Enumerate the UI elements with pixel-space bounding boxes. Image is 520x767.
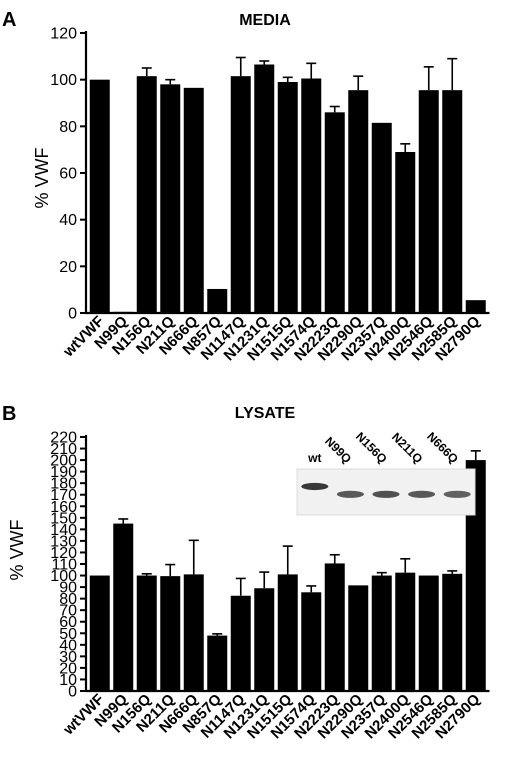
bar-n2400q (395, 572, 416, 691)
bar-n2400q (395, 152, 416, 313)
panel-b-title: LYSATE (235, 405, 296, 422)
y-tick-label: 100 (50, 72, 77, 89)
inset-lane-label: N156Q (353, 429, 390, 466)
y-tick-label: 30 (59, 649, 77, 666)
panel-a-y-axis-label: % VWF (32, 147, 52, 208)
y-tick-label: 120 (50, 26, 77, 43)
bar-n2790q (465, 460, 486, 691)
y-tick-label: 40 (59, 212, 77, 229)
panel-b: B LYSATE % VWF 0102030405060708090100110… (2, 403, 490, 742)
bar-n666q (183, 87, 204, 313)
bar-n2546q (418, 90, 439, 314)
bar-n2585q (442, 573, 463, 691)
inset-lane-label: N211Q (389, 430, 425, 466)
blot-band (301, 482, 329, 491)
y-tick-label: 0 (68, 684, 77, 701)
y-tick-label: 210 (50, 441, 77, 458)
bar-n211q (160, 84, 181, 313)
bar-n1515q (277, 82, 298, 313)
bar-n2357q (371, 122, 392, 313)
y-tick-label: 190 (50, 464, 77, 481)
y-tick-label: 80 (59, 591, 77, 608)
y-tick-label: 20 (59, 660, 77, 677)
bar-n156q (136, 76, 157, 314)
bar-n857q (207, 635, 228, 691)
y-tick-label: 80 (59, 119, 77, 136)
y-tick-label: 70 (59, 603, 77, 620)
bar-n2790q (465, 300, 486, 313)
blot-band (372, 490, 400, 498)
bar-n2357q (371, 575, 392, 691)
bar-n99q (113, 311, 134, 313)
inset-lane-label: N99Q (322, 434, 354, 466)
bar-n1574q (301, 592, 322, 691)
blot-band (336, 490, 364, 498)
y-tick-label: 50 (59, 626, 77, 643)
y-tick-label: 170 (50, 487, 77, 504)
y-tick-label: 140 (50, 522, 77, 539)
bar-n1147q (230, 595, 251, 691)
panel-b-y-axis-label: % VWF (7, 519, 27, 580)
bar-n2223q (324, 112, 345, 313)
inset-lane-label: N666Q (424, 429, 461, 466)
bar-n2223q (324, 563, 345, 691)
bar-n1231q (254, 64, 275, 313)
y-tick-label: 160 (50, 499, 77, 516)
y-tick-label: 150 (50, 510, 77, 527)
bar-n2290q (348, 585, 369, 691)
y-tick-label: 20 (59, 259, 77, 276)
y-tick-label: 110 (51, 557, 77, 574)
y-tick-label: 100 (50, 568, 77, 585)
bar-wtvwf (89, 575, 110, 691)
bar-n211q (160, 576, 181, 691)
panel-a: A MEDIA % VWF 020406080100120wtVWFN99QN1… (2, 9, 490, 364)
y-tick-label: 60 (59, 614, 77, 631)
y-tick-label: 130 (50, 533, 77, 550)
y-tick-label: 200 (50, 453, 77, 470)
panel-letter-a: A (2, 9, 16, 31)
blot-band (443, 490, 471, 498)
bar-n1574q (301, 78, 322, 313)
y-tick-label: 220 (50, 430, 77, 447)
bar-n1147q (230, 76, 251, 314)
y-tick-label: 120 (50, 545, 77, 562)
bar-n156q (136, 575, 157, 691)
y-tick-label: 60 (59, 166, 77, 183)
y-tick-label: 90 (59, 580, 77, 597)
bar-n2585q (442, 90, 463, 314)
bar-wtvwf (89, 79, 110, 314)
panel-a-title: MEDIA (239, 12, 291, 29)
y-tick-label: 0 (68, 306, 77, 323)
y-tick-label: 40 (59, 637, 77, 654)
bar-n666q (183, 574, 204, 691)
bar-n1515q (277, 574, 298, 691)
bar-n99q (113, 523, 134, 691)
bar-n857q (207, 288, 228, 313)
panel-letter-b: B (2, 403, 16, 425)
y-tick-label: 10 (59, 672, 77, 689)
bar-n2290q (348, 90, 369, 314)
bar-n2546q (418, 575, 439, 691)
blot-band (408, 490, 436, 498)
bar-n1231q (254, 588, 275, 691)
inset-lane-label: wt (307, 451, 321, 465)
y-tick-label: 180 (50, 476, 77, 493)
